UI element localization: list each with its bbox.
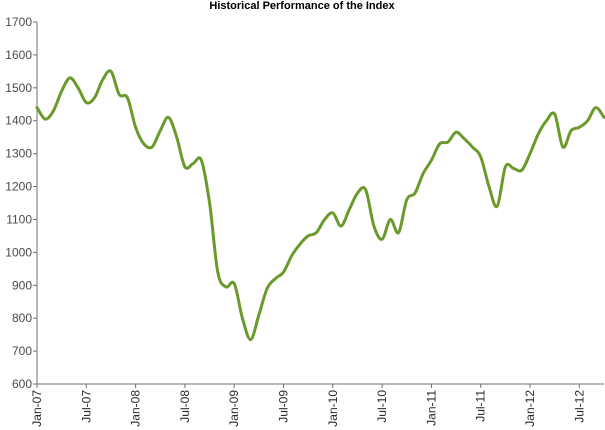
y-tick-label: 1500 [5, 81, 32, 95]
series-group [35, 69, 605, 342]
y-tick-label: 900 [12, 278, 32, 292]
x-tick-label: Jan-11 [424, 390, 438, 426]
series-line [35, 69, 605, 342]
y-tick-label: 1200 [5, 180, 32, 194]
x-axis-ticks: Jan-07 Jul-07 Jan-08 Jul-08 Jan-09 Jul-09 Jan-… [30, 384, 586, 427]
x-tick-label: Jul-10 [375, 390, 389, 423]
y-tick-label: 1300 [5, 147, 32, 161]
x-tick-label: Jan-07 [30, 390, 44, 427]
x-tick-label: Jul-08 [178, 390, 192, 423]
x-tick-label: Jan-12 [523, 390, 537, 427]
x-tick-label: Jan-09 [227, 390, 241, 427]
y-tick-label: 600 [12, 377, 32, 391]
x-tick-label: Jul-11 [474, 390, 488, 422]
y-tick-label: 1100 [6, 212, 32, 226]
x-tick-label: Jan-08 [129, 390, 143, 427]
x-tick-label: Jul-07 [79, 390, 93, 423]
y-axis-ticks: 600 700 800 900 1000 1100 1200 1300 1400 1500 1600… [5, 15, 37, 391]
y-tick-label: 1400 [5, 114, 32, 128]
y-tick-label: 700 [12, 344, 32, 358]
chart-title: Historical Performance of the Index [209, 0, 395, 12]
x-tick-label: Jul-09 [277, 390, 291, 423]
y-tick-label: 1600 [5, 48, 32, 62]
y-tick-label: 1700 [5, 15, 32, 29]
y-tick-label: 800 [12, 311, 32, 325]
x-tick-label: Jan-10 [326, 390, 340, 427]
y-tick-label: 1000 [5, 245, 32, 259]
x-tick-label: Jul-12 [572, 390, 586, 423]
